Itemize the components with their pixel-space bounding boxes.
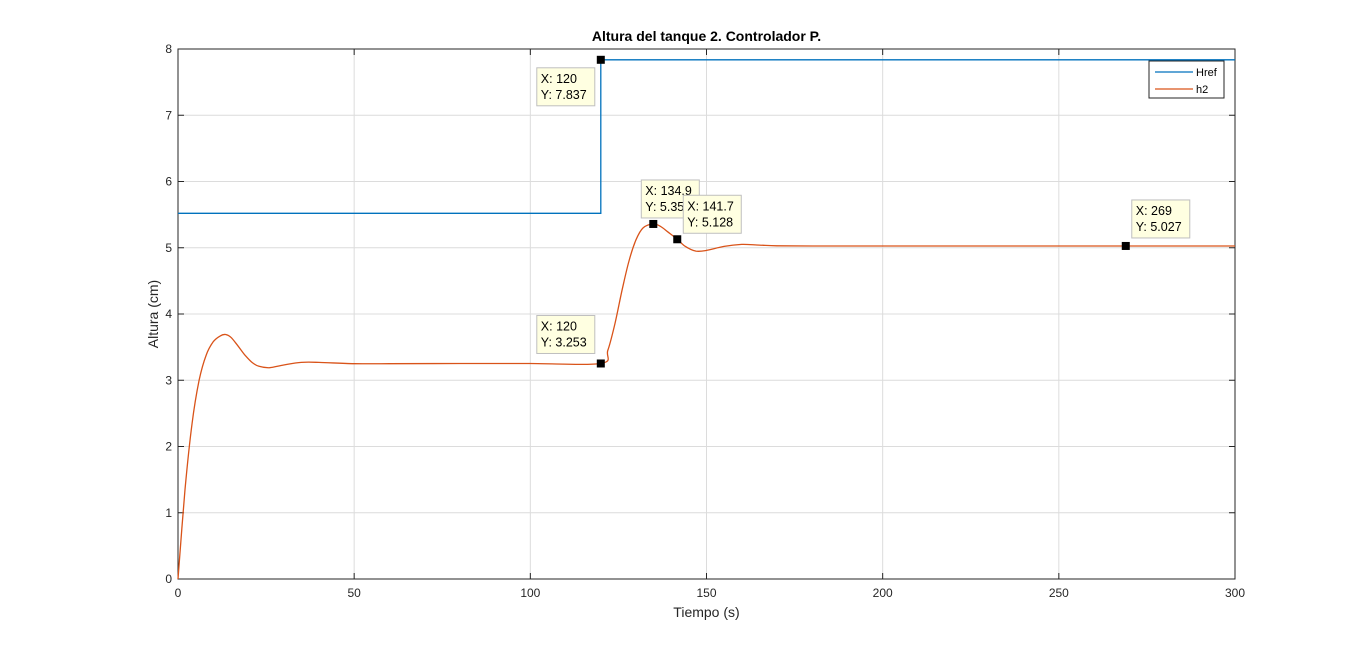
data-tip-marker <box>596 55 605 64</box>
x-tick-label: 100 <box>520 586 540 600</box>
x-tick-label: 300 <box>1225 586 1245 600</box>
data-tip-marker <box>649 219 658 228</box>
y-tick-label: 2 <box>165 440 172 454</box>
data-tip-y-text: Y: 7.837 <box>541 88 587 102</box>
data-tip-x-text: X: 134.9 <box>645 184 692 198</box>
data-tip-box <box>1131 199 1191 239</box>
x-tick-label: 200 <box>873 586 893 600</box>
y-tick-label: 3 <box>165 373 172 387</box>
axis-ticks: 0 50 100 150 200 250 300 0 1 2 3 4 5 6 7 8 <box>165 42 1245 600</box>
chart-title: Altura del tanque 2. Controlador P. <box>592 28 821 44</box>
data-tip: X: 120 Y: 7.837 <box>536 55 605 107</box>
y-tick-label: 5 <box>165 241 172 255</box>
legend-entry: h2 <box>1196 84 1208 96</box>
grid <box>177 48 1236 580</box>
data-tip-x-text: X: 120 <box>541 72 577 86</box>
x-axis-label: Tiempo (s) <box>673 604 739 620</box>
data-tip: X: 269 Y: 5.027 <box>1121 199 1191 250</box>
series-line-href <box>178 59 1235 214</box>
y-tick-label: 6 <box>165 175 172 189</box>
data-tip: X: 120 Y: 3.253 <box>536 314 605 368</box>
x-tick-label: 50 <box>347 586 361 600</box>
data-tip-marker <box>673 235 682 244</box>
data-tip-box <box>682 194 742 234</box>
legend-box <box>1148 60 1225 99</box>
data-tip-marker <box>1121 241 1130 250</box>
data-tip-x-text: X: 120 <box>541 319 577 333</box>
data-tip-x-text: X: 269 <box>1136 204 1172 218</box>
legend-entry: Href <box>1196 67 1218 79</box>
series-line-h2 <box>177 223 1235 580</box>
y-tick-label: 8 <box>165 42 172 56</box>
data-tip-y-text: Y: 3.253 <box>541 335 587 349</box>
data-tip-y-text: Y: 5.128 <box>687 215 733 229</box>
y-tick-label: 0 <box>165 572 172 586</box>
data-tip-box <box>536 67 596 107</box>
x-tick-label: 250 <box>1049 586 1069 600</box>
data-tip: X: 141.7 Y: 5.128 <box>673 194 742 244</box>
x-tick-label: 150 <box>696 586 716 600</box>
data-tip-y-text: Y: 5.027 <box>1136 220 1182 234</box>
y-tick-label: 7 <box>165 108 172 122</box>
data-tip-box <box>536 314 596 354</box>
y-axis-label: Altura (cm) <box>145 280 161 348</box>
y-tick-label: 1 <box>165 506 172 520</box>
x-tick-label: 0 <box>175 586 182 600</box>
data-tip-marker <box>596 359 605 368</box>
legend: Href h2 <box>1148 60 1225 99</box>
data-series <box>177 59 1235 580</box>
data-tip-y-text: Y: 5.359 <box>645 200 691 214</box>
data-tip-x-text: X: 141.7 <box>687 199 734 213</box>
y-tick-label: 4 <box>165 307 172 321</box>
